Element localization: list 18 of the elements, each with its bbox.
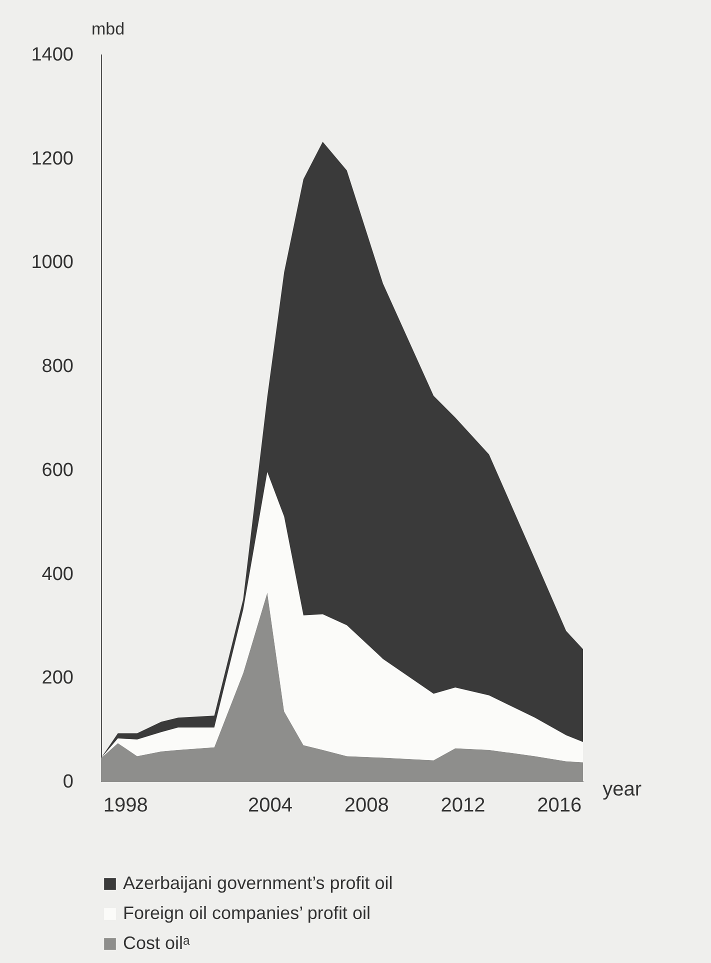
- x-tick-label: 2004: [248, 794, 292, 816]
- y-tick-label: 1000: [31, 252, 74, 274]
- legend-label: Foreign oil companies’ profit oil: [123, 903, 370, 923]
- legend-label: Cost oilᵃ: [123, 933, 190, 953]
- y-tick-label: 800: [42, 356, 74, 378]
- x-axis-title: year: [602, 778, 642, 800]
- x-tick-label: 2012: [440, 794, 486, 816]
- y-tick-label: 1400: [31, 44, 74, 66]
- legend-label: Azerbaijani government’s profit oil: [123, 873, 393, 893]
- y-axis-title: mbd: [92, 20, 125, 38]
- y-tick-label: 600: [42, 460, 74, 481]
- y-tick-label: 0: [62, 772, 74, 792]
- x-tick-label: 2016: [537, 794, 582, 816]
- y-tick-label: 200: [42, 668, 74, 689]
- x-tick-label: 2008: [344, 794, 389, 816]
- y-tick-label: 400: [42, 564, 74, 585]
- x-tick-label: 1998: [103, 794, 148, 816]
- y-tick-label: 1200: [31, 148, 74, 170]
